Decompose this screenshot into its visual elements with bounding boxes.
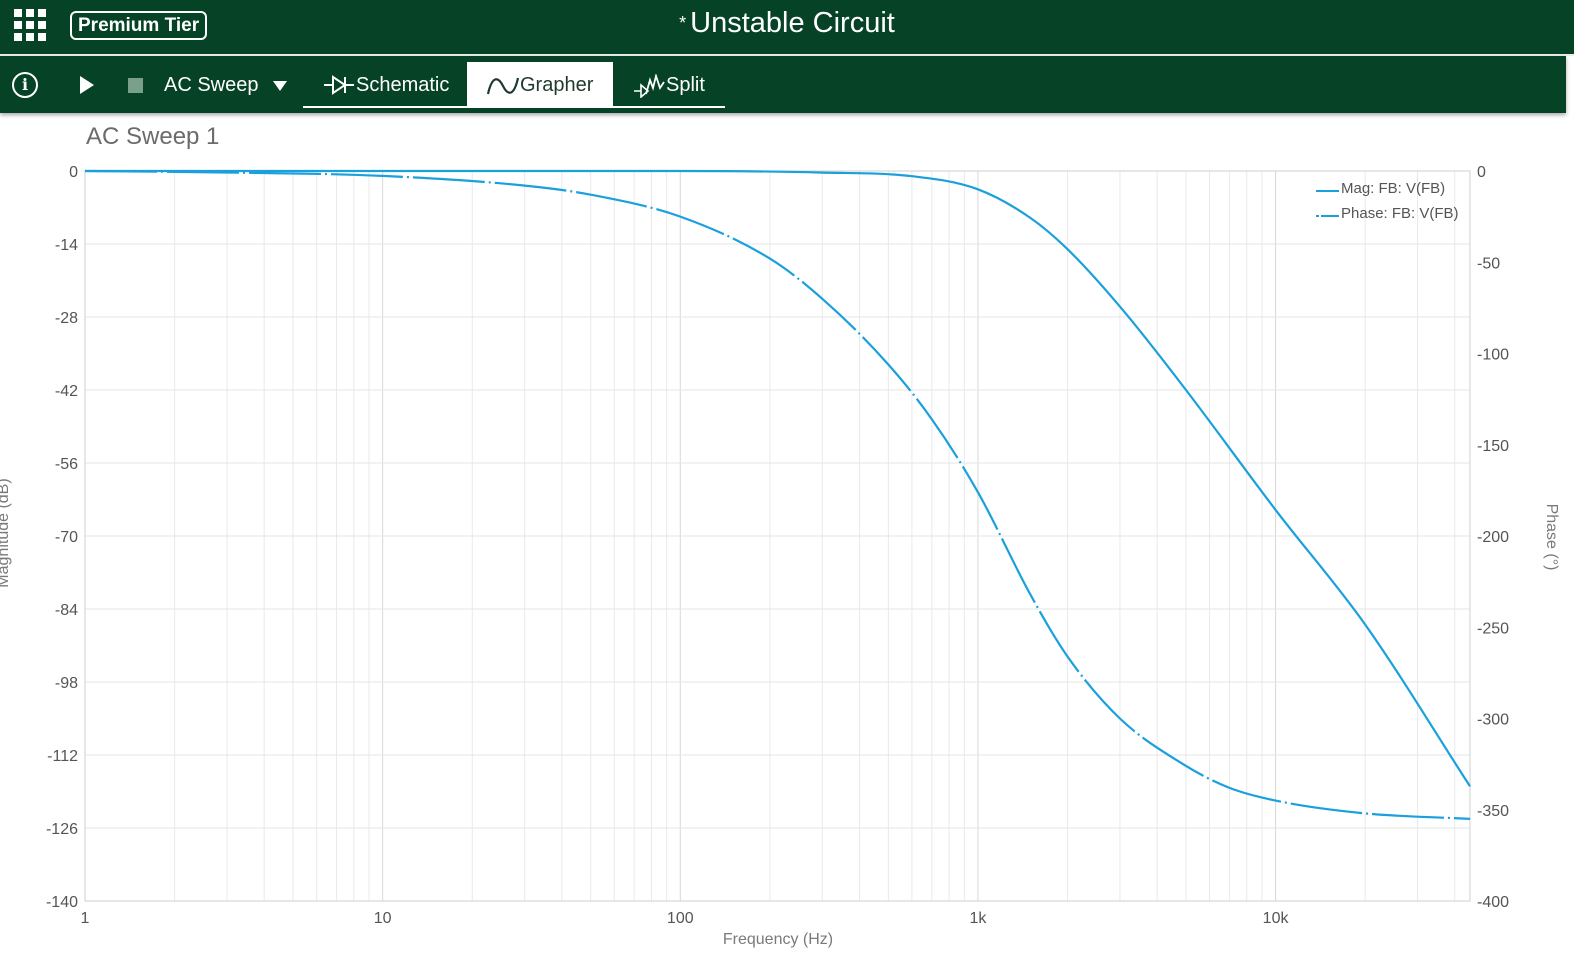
legend[interactable]: Mag: FB: V(FB) Phase: FB: V(FB) (1316, 180, 1459, 222)
tab-grapher[interactable]: Grapher (467, 62, 613, 108)
grid-apps-icon[interactable] (14, 9, 50, 45)
x-tick-label: 10k (1263, 910, 1290, 927)
y-left-tick-label: -56 (55, 456, 78, 473)
y-left-tick-label: -84 (55, 602, 78, 619)
y-right-tick-label: 0 (1477, 164, 1486, 181)
y-right-tick-label: -150 (1477, 438, 1509, 455)
x-tick-label: 100 (667, 910, 694, 927)
tab-schematic-label: Schematic (356, 74, 450, 96)
x-tick-label: 1k (969, 910, 987, 927)
premium-tier-badge[interactable]: Premium Tier (70, 11, 208, 40)
y-right-tick-label: -300 (1477, 712, 1509, 729)
y-left-tick-label: -42 (55, 383, 78, 400)
legend-label[interactable]: Mag: FB: V(FB) (1341, 180, 1445, 197)
tab-grapher-label: Grapher (520, 74, 594, 96)
series-lines[interactable] (84, 169, 1471, 820)
tab-split[interactable]: Split (613, 62, 725, 108)
info-icon[interactable]: i (12, 72, 38, 98)
y-right-tick-label: -350 (1477, 803, 1509, 820)
analysis-type-value: AC Sweep (164, 74, 259, 96)
y-right-tick-label: -200 (1477, 529, 1509, 546)
toolbar: i AC Sweep Schematic Grapher Split (0, 56, 1566, 113)
split-view-icon (634, 74, 665, 98)
tab-schematic[interactable]: Schematic (303, 62, 467, 108)
y-left-tick-label: -126 (46, 821, 78, 838)
y-left-tick-label: -28 (55, 310, 78, 327)
y-right-tick-label: -50 (1477, 255, 1500, 272)
legend-label[interactable]: Phase: FB: V(FB) (1341, 205, 1459, 222)
document-title-text[interactable]: Unstable Circuit (690, 7, 895, 39)
y-left-tick-label: -70 (55, 529, 78, 546)
y-right-tick-label: -250 (1477, 620, 1509, 637)
schematic-diode-icon (324, 75, 354, 95)
y-left-tick-label: 0 (69, 164, 78, 181)
phase-series-line[interactable] (84, 169, 1471, 820)
magnitude-series-line[interactable] (84, 169, 1471, 787)
title-separator (0, 54, 1574, 56)
chevron-down-icon (272, 80, 287, 91)
tick-labels: 1 10 100 1k 10k 0 -14 -28 -42 -56 -70 -84 -98 -112 -12… (46, 164, 1509, 927)
unsaved-marker: * (679, 13, 687, 33)
graph-title: AC Sweep 1 (86, 123, 220, 150)
title-bar: Premium Tier * Unstable Circuit (0, 0, 1574, 54)
document-title: * Unstable Circuit (0, 6, 1574, 40)
play-icon[interactable] (80, 76, 94, 94)
y-right-tick-label: -100 (1477, 347, 1509, 364)
x-tick-label: 1 (81, 910, 90, 927)
stop-icon[interactable] (128, 78, 143, 93)
y-left-tick-label: -112 (47, 748, 78, 765)
y-right-tick-label: -400 (1477, 894, 1509, 911)
x-tick-label: 10 (374, 910, 392, 927)
tab-split-label: Split (666, 74, 705, 96)
analysis-type-dropdown[interactable]: AC Sweep (164, 72, 287, 98)
x-axis-label: Frequency (Hz) (722, 931, 834, 948)
sine-wave-icon (486, 77, 520, 95)
y-left-tick-label: -14 (55, 237, 78, 254)
y-left-tick-label: -98 (55, 675, 78, 692)
y-left-tick-label: -140 (46, 894, 78, 911)
